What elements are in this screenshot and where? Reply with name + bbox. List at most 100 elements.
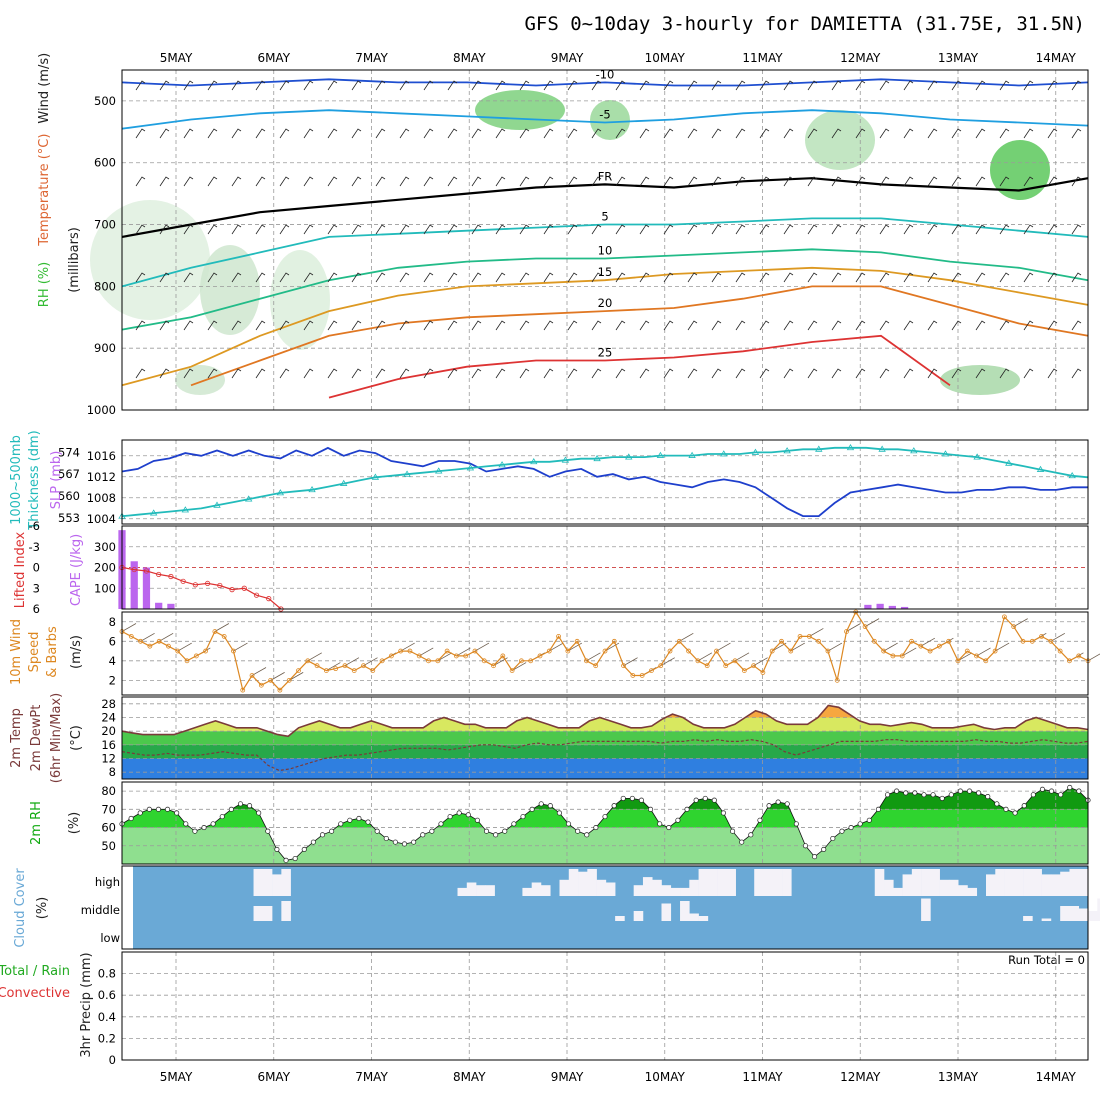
- wind-marker: [946, 638, 952, 644]
- wind-marker: [221, 634, 227, 639]
- rh-shading: [475, 90, 565, 130]
- wind-barb: [303, 128, 314, 139]
- thickness-tick: 553: [58, 511, 80, 525]
- rh-marker: [730, 828, 736, 834]
- panel-ylabel: & Barbs: [45, 626, 60, 678]
- wind-marker: [546, 648, 552, 654]
- wind-marker: [1039, 634, 1044, 639]
- wind-barb: [423, 128, 434, 139]
- rh-marker: [620, 795, 626, 801]
- wind-marker: [769, 648, 775, 654]
- wind-barb: [1023, 224, 1034, 235]
- wind-barb: [399, 320, 410, 331]
- panel-ylabel: 3hr Precip (mm): [79, 952, 94, 1057]
- wind-barb: [511, 662, 527, 671]
- ylabel-part: SLP (mb): [49, 451, 64, 510]
- temp-band: [122, 731, 1088, 745]
- wind-barb: [951, 368, 962, 379]
- li-marker: [131, 566, 137, 573]
- wind-barb: [471, 128, 482, 139]
- wind-barb: [639, 224, 650, 235]
- wind-barb: [140, 632, 155, 642]
- cloud-cell: [568, 869, 579, 896]
- cloud-level-label: middle: [81, 903, 120, 917]
- rh-marker: [210, 821, 216, 827]
- wind-marker: [602, 648, 608, 654]
- wind-barb: [567, 272, 578, 283]
- wind-barb: [1047, 320, 1058, 331]
- wind-barb: [135, 128, 146, 139]
- rh-marker: [1021, 803, 1027, 809]
- rh-marker: [966, 788, 973, 794]
- rh-marker: [985, 794, 991, 800]
- wind-barb: [351, 224, 362, 235]
- rh-marker: [438, 821, 444, 827]
- cloud-cell: [531, 882, 542, 896]
- temp-tick: 20: [101, 724, 116, 738]
- wind-barb: [399, 272, 410, 283]
- isotherm-label: -5: [599, 108, 610, 122]
- wind-barb: [855, 272, 866, 283]
- wind-marker: [231, 648, 236, 654]
- rh-marker: [237, 801, 244, 807]
- slp-tick: 1016: [87, 449, 116, 463]
- day-label: 14MAY: [1036, 51, 1077, 65]
- wind-barb: [809, 628, 824, 637]
- cloud-cell: [1041, 918, 1052, 921]
- wind-barb: [759, 224, 770, 235]
- cloud-cell: [522, 887, 532, 896]
- rh-marker: [538, 801, 544, 807]
- thickness-marker: [339, 479, 348, 486]
- rh-marker: [383, 835, 389, 842]
- wind-barb: [207, 368, 218, 379]
- wind-barb: [735, 320, 746, 331]
- day-label: 5MAY: [160, 51, 193, 65]
- rh-marker: [994, 801, 1000, 807]
- rh-marker: [155, 806, 162, 812]
- wind-barb: [519, 224, 530, 235]
- wind-barb: [158, 632, 174, 642]
- wind-barb: [447, 272, 458, 283]
- wind-barb: [471, 176, 482, 187]
- cloud-cell: [893, 887, 903, 896]
- rh-marker: [265, 828, 271, 834]
- day-label: 11MAY: [742, 51, 783, 65]
- wind-barb: [994, 642, 1010, 652]
- pressure-tick: 800: [94, 279, 116, 293]
- wind-barb: [135, 224, 146, 235]
- cloud-cell: [476, 885, 486, 896]
- wind-marker: [844, 629, 849, 634]
- thickness-marker: [1068, 472, 1076, 479]
- cape-tick: 100: [94, 581, 116, 595]
- temp-band: [122, 705, 1088, 718]
- panel-ylabel: Lifted Index: [13, 531, 28, 608]
- wind-barb: [135, 320, 146, 331]
- wind-barb: [255, 368, 266, 379]
- wind-barb: [375, 224, 386, 235]
- rh-marker: [310, 839, 316, 845]
- wind-marker: [175, 648, 181, 654]
- wind-barb: [831, 80, 842, 91]
- wind-tick: 6: [109, 634, 116, 648]
- rh-marker: [693, 797, 699, 803]
- rh-marker: [228, 806, 234, 812]
- wind-barb: [543, 176, 554, 187]
- rh-marker: [839, 828, 845, 834]
- wind-barb: [927, 80, 938, 91]
- wind-barb: [423, 272, 434, 283]
- temp-tick: 8: [109, 765, 116, 779]
- wind-barb: [437, 652, 453, 662]
- wind-barb: [1071, 176, 1082, 187]
- rh-marker: [520, 814, 526, 820]
- wind-barb: [951, 272, 962, 283]
- wind-barb: [615, 176, 626, 187]
- wind-barb: [423, 80, 434, 91]
- cloud-panel: high middle low Cloud Cover (%): [13, 865, 1100, 950]
- cloud-cell: [967, 887, 978, 896]
- panel-ylabel: (6hr Min/Max): [49, 693, 64, 783]
- wind-barb: [375, 80, 386, 91]
- cloud-cell: [772, 869, 783, 896]
- wind-barb: [303, 320, 314, 331]
- day-label: 7MAY: [355, 1070, 388, 1084]
- wind-barb: [1071, 224, 1082, 235]
